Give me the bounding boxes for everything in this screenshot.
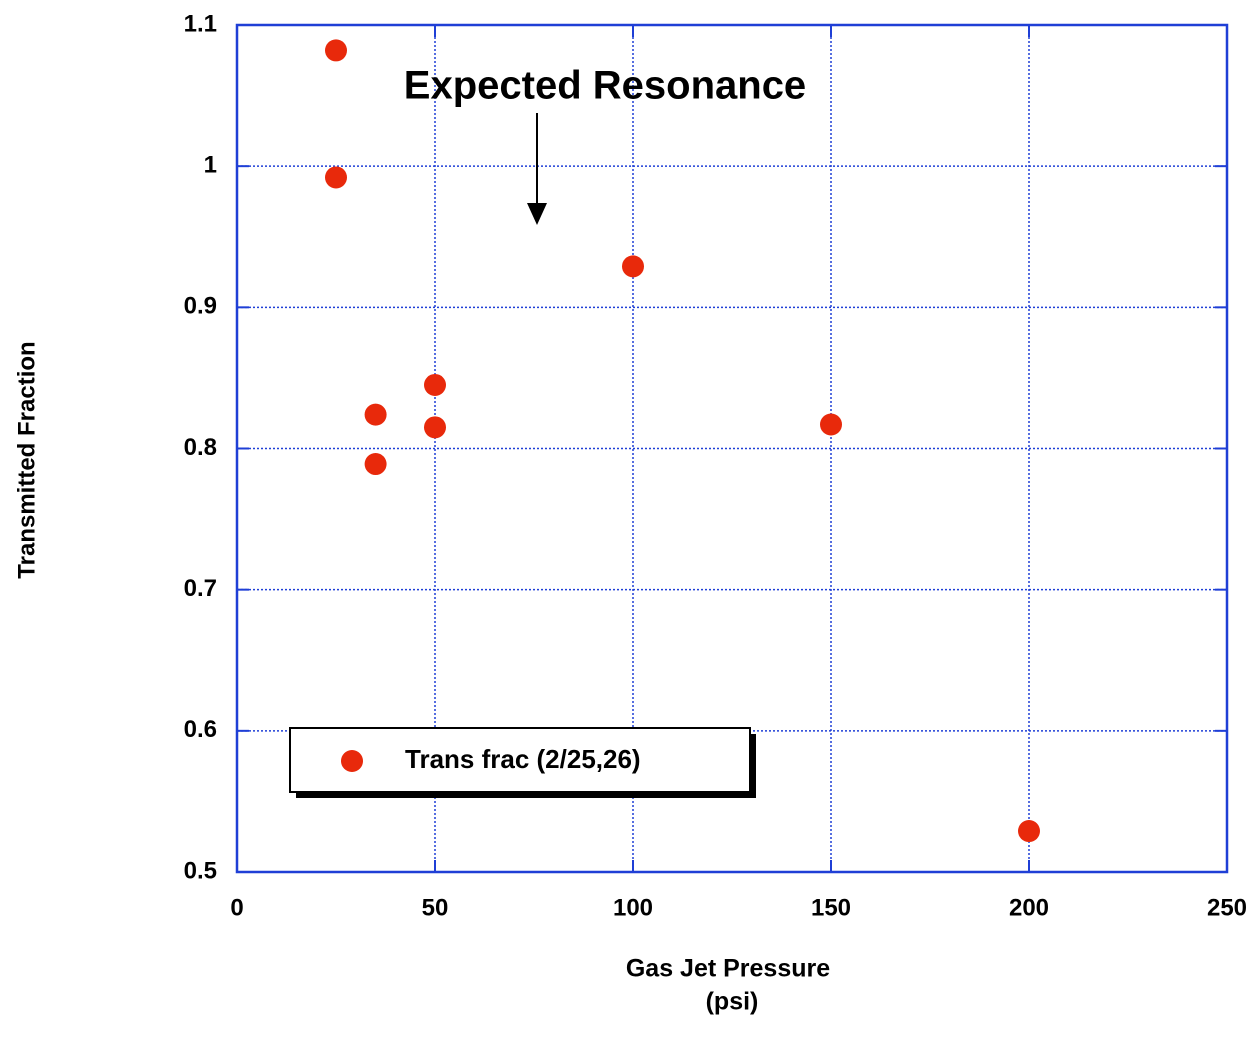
legend-label: Trans frac (2/25,26) <box>405 744 641 774</box>
x-tick-label: 50 <box>422 894 449 921</box>
legend <box>289 727 751 793</box>
y-tick-label: 0.6 <box>184 716 217 743</box>
y-tick-label: 1.1 <box>184 10 217 37</box>
x-tick-label: 250 <box>1207 894 1247 921</box>
annotation: Expected Resonance <box>404 64 806 108</box>
data-point <box>622 255 644 278</box>
x-axis-label: Gas Jet Pressure <box>626 955 830 983</box>
data-point <box>325 166 347 189</box>
data-point <box>364 453 387 476</box>
y-tick-label: 0.5 <box>184 857 217 884</box>
plot-frame <box>235 23 1229 874</box>
data-point <box>424 373 446 396</box>
x-tick-label: 100 <box>613 894 653 921</box>
y-tick-label: 1 <box>204 152 217 179</box>
data-point <box>1018 820 1040 843</box>
y-tick-label: 0.8 <box>184 434 217 461</box>
data-point <box>364 403 387 426</box>
x-tick-label: 200 <box>1009 894 1049 921</box>
data-point <box>820 413 842 436</box>
y-tick-label: 0.9 <box>184 293 217 320</box>
data-point <box>325 39 347 62</box>
annotation-arrowhead <box>527 203 547 225</box>
x-tick-label: 150 <box>811 894 851 921</box>
x-axis-label: (psi) <box>706 988 759 1016</box>
y-axis-label: Transmitted Fraction <box>13 341 40 578</box>
legend-marker <box>341 750 363 772</box>
y-tick-label: 0.7 <box>184 575 217 602</box>
x-tick-label: 0 <box>230 894 243 921</box>
data-point <box>424 416 446 439</box>
